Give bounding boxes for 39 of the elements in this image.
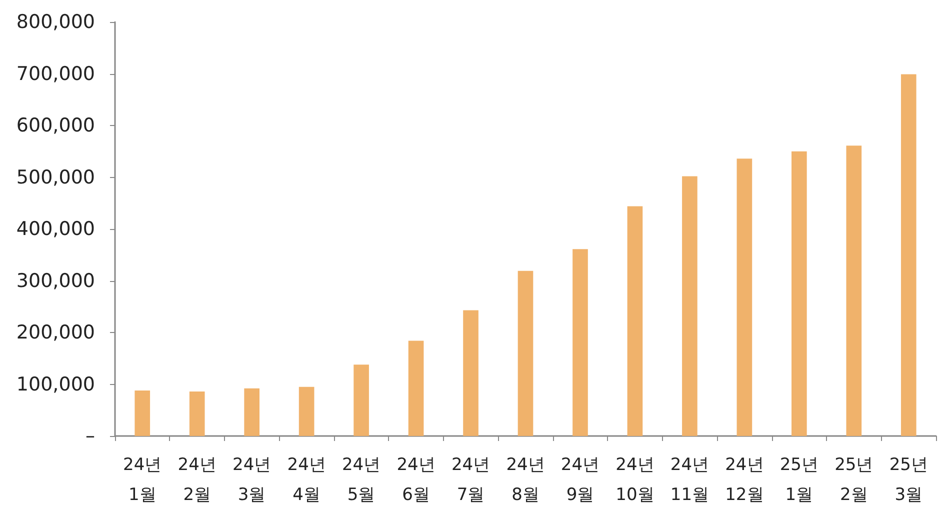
x-tick-label: 25년 3월	[889, 455, 928, 505]
bar	[518, 270, 534, 436]
x-tick-label: 24년 8월	[506, 455, 545, 505]
bar	[846, 146, 862, 436]
bar	[792, 151, 807, 436]
y-tick-label: 700,000	[16, 62, 95, 85]
x-tick-label: 24년 4월	[287, 455, 326, 505]
x-tick-label: 24년 12월	[725, 455, 764, 505]
bar	[572, 249, 588, 436]
x-tick-label: 24년 5월	[342, 455, 381, 505]
x-tick-label: 24년 9월	[560, 455, 600, 505]
x-tick-label: 25년 2월	[834, 455, 874, 505]
bar	[682, 176, 698, 436]
bar	[736, 158, 752, 436]
bar	[463, 310, 478, 436]
x-tick-label: 25년 1월	[780, 455, 818, 505]
bar	[408, 340, 424, 436]
bar	[244, 388, 260, 436]
y-tick-label: 500,000	[16, 166, 95, 188]
y-tick-label: 600,000	[16, 114, 95, 136]
y-tick-label: –	[86, 425, 95, 447]
bar	[189, 391, 205, 436]
x-tick-label: 24년 7월	[451, 455, 490, 505]
y-tick-label: 300,000	[16, 270, 95, 292]
bar	[134, 390, 150, 436]
y-tick-label: 100,000	[16, 373, 95, 396]
x-tick-label: 24년 2월	[178, 455, 216, 505]
y-tick-label: 200,000	[16, 322, 95, 344]
x-tick-label: 24년 11월	[670, 455, 710, 505]
bar	[298, 386, 314, 436]
x-tick-label: 24년 6월	[396, 455, 436, 505]
y-tick-label: 800,000	[16, 11, 95, 33]
y-tick-label: 400,000	[16, 218, 95, 240]
x-tick-label: 24년 1월	[123, 455, 162, 505]
x-tick-label: 24년 3월	[232, 455, 272, 505]
x-tick-label: 24년 10월	[616, 455, 654, 505]
bar	[354, 364, 369, 436]
bar	[627, 206, 643, 436]
bar	[900, 74, 916, 436]
